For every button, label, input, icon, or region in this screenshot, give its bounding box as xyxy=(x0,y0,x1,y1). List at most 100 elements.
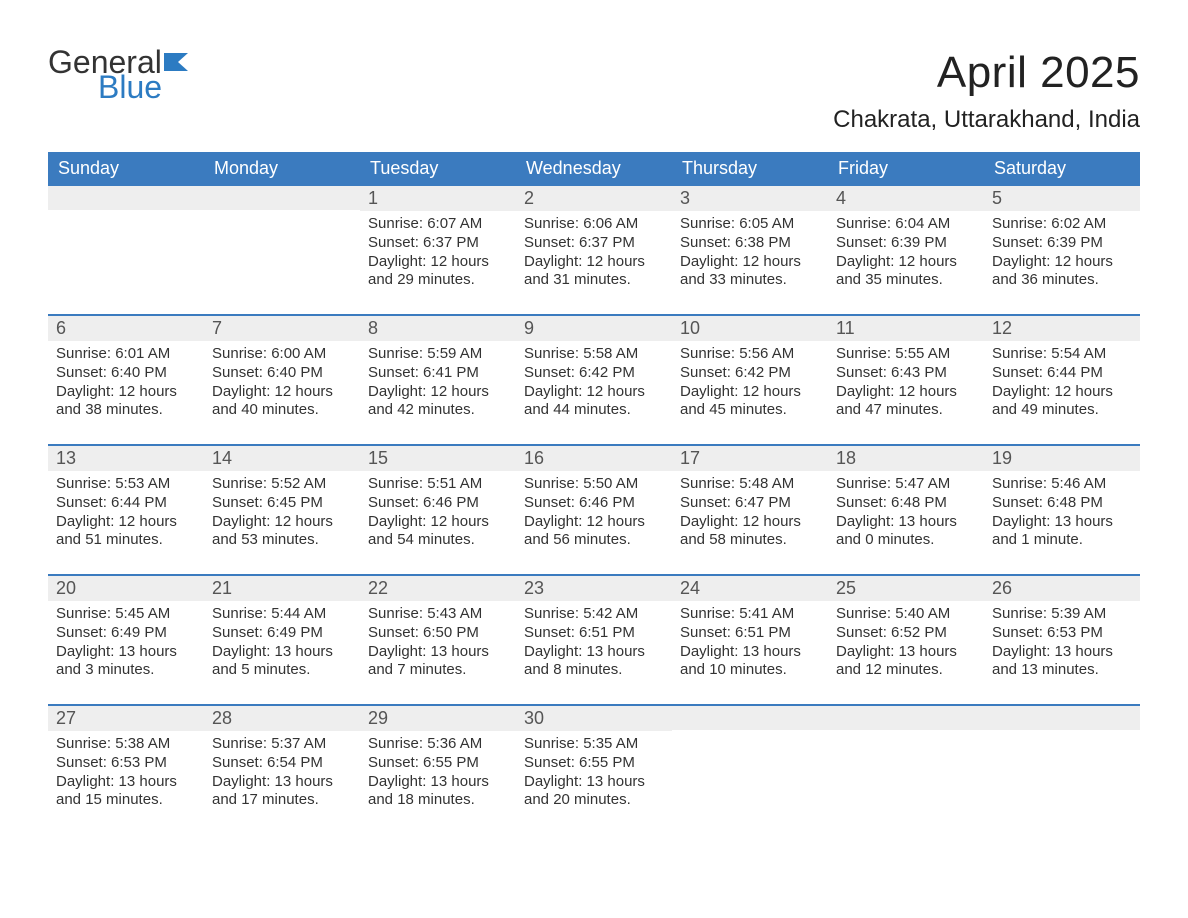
sunset-text: Sunset: 6:42 PM xyxy=(524,364,664,383)
day-details: Sunrise: 6:05 AMSunset: 6:38 PMDaylight:… xyxy=(672,211,828,298)
day-details xyxy=(828,730,984,742)
sunrise-text: Sunrise: 5:47 AM xyxy=(836,475,976,494)
day-number: 16 xyxy=(516,446,672,471)
daylight1-text: Daylight: 12 hours xyxy=(212,383,352,402)
sunset-text: Sunset: 6:43 PM xyxy=(836,364,976,383)
day-number xyxy=(984,706,1140,730)
sunset-text: Sunset: 6:51 PM xyxy=(524,624,664,643)
daylight2-text: and 47 minutes. xyxy=(836,401,976,420)
calendar-cell: 30Sunrise: 5:35 AMSunset: 6:55 PMDayligh… xyxy=(516,706,672,834)
daylight2-text: and 0 minutes. xyxy=(836,531,976,550)
day-details: Sunrise: 5:56 AMSunset: 6:42 PMDaylight:… xyxy=(672,341,828,428)
day-number xyxy=(828,706,984,730)
calendar-cell: 7Sunrise: 6:00 AMSunset: 6:40 PMDaylight… xyxy=(204,316,360,444)
day-details: Sunrise: 5:51 AMSunset: 6:46 PMDaylight:… xyxy=(360,471,516,558)
sunrise-text: Sunrise: 5:50 AM xyxy=(524,475,664,494)
daylight2-text: and 44 minutes. xyxy=(524,401,664,420)
daylight2-text: and 38 minutes. xyxy=(56,401,196,420)
daylight1-text: Daylight: 12 hours xyxy=(992,253,1132,272)
calendar-cell: 26Sunrise: 5:39 AMSunset: 6:53 PMDayligh… xyxy=(984,576,1140,704)
sunset-text: Sunset: 6:37 PM xyxy=(524,234,664,253)
calendar-cell: 24Sunrise: 5:41 AMSunset: 6:51 PMDayligh… xyxy=(672,576,828,704)
day-details: Sunrise: 5:54 AMSunset: 6:44 PMDaylight:… xyxy=(984,341,1140,428)
daylight1-text: Daylight: 13 hours xyxy=(56,643,196,662)
calendar-grid: Sunday Monday Tuesday Wednesday Thursday… xyxy=(48,152,1140,834)
daylight1-text: Daylight: 12 hours xyxy=(56,513,196,532)
day-number: 4 xyxy=(828,186,984,211)
daylight1-text: Daylight: 12 hours xyxy=(680,383,820,402)
logo: General Blue xyxy=(48,48,188,102)
day-details: Sunrise: 5:48 AMSunset: 6:47 PMDaylight:… xyxy=(672,471,828,558)
sunset-text: Sunset: 6:54 PM xyxy=(212,754,352,773)
day-number: 30 xyxy=(516,706,672,731)
sunset-text: Sunset: 6:47 PM xyxy=(680,494,820,513)
daylight2-text: and 56 minutes. xyxy=(524,531,664,550)
daylight1-text: Daylight: 13 hours xyxy=(836,643,976,662)
daylight2-text: and 51 minutes. xyxy=(56,531,196,550)
day-details: Sunrise: 5:44 AMSunset: 6:49 PMDaylight:… xyxy=(204,601,360,688)
sunrise-text: Sunrise: 5:52 AM xyxy=(212,475,352,494)
calendar-cell: 15Sunrise: 5:51 AMSunset: 6:46 PMDayligh… xyxy=(360,446,516,574)
day-details: Sunrise: 5:52 AMSunset: 6:45 PMDaylight:… xyxy=(204,471,360,558)
calendar-week-row: 20Sunrise: 5:45 AMSunset: 6:49 PMDayligh… xyxy=(48,574,1140,704)
day-number: 6 xyxy=(48,316,204,341)
daylight2-text: and 17 minutes. xyxy=(212,791,352,810)
day-details: Sunrise: 6:07 AMSunset: 6:37 PMDaylight:… xyxy=(360,211,516,298)
sunrise-text: Sunrise: 6:01 AM xyxy=(56,345,196,364)
calendar-cell: 20Sunrise: 5:45 AMSunset: 6:49 PMDayligh… xyxy=(48,576,204,704)
day-number: 10 xyxy=(672,316,828,341)
logo-text-blue: Blue xyxy=(98,73,188,102)
daylight2-text: and 35 minutes. xyxy=(836,271,976,290)
sunrise-text: Sunrise: 5:40 AM xyxy=(836,605,976,624)
day-details: Sunrise: 5:46 AMSunset: 6:48 PMDaylight:… xyxy=(984,471,1140,558)
day-details xyxy=(48,210,204,222)
day-details: Sunrise: 5:40 AMSunset: 6:52 PMDaylight:… xyxy=(828,601,984,688)
calendar-cell: 21Sunrise: 5:44 AMSunset: 6:49 PMDayligh… xyxy=(204,576,360,704)
daylight2-text: and 45 minutes. xyxy=(680,401,820,420)
daylight1-text: Daylight: 13 hours xyxy=(212,643,352,662)
sunrise-text: Sunrise: 5:36 AM xyxy=(368,735,508,754)
calendar-cell xyxy=(828,706,984,834)
daylight1-text: Daylight: 13 hours xyxy=(524,643,664,662)
day-details: Sunrise: 5:45 AMSunset: 6:49 PMDaylight:… xyxy=(48,601,204,688)
day-number xyxy=(204,186,360,210)
day-number: 27 xyxy=(48,706,204,731)
daylight1-text: Daylight: 12 hours xyxy=(836,253,976,272)
calendar-cell: 25Sunrise: 5:40 AMSunset: 6:52 PMDayligh… xyxy=(828,576,984,704)
sunset-text: Sunset: 6:55 PM xyxy=(368,754,508,773)
day-number: 5 xyxy=(984,186,1140,211)
calendar-cell xyxy=(984,706,1140,834)
sunset-text: Sunset: 6:44 PM xyxy=(992,364,1132,383)
daylight1-text: Daylight: 13 hours xyxy=(56,773,196,792)
title-block: April 2025 Chakrata, Uttarakhand, India xyxy=(833,48,1140,134)
day-number: 3 xyxy=(672,186,828,211)
weekday-header: Thursday xyxy=(672,152,828,186)
daylight2-text: and 58 minutes. xyxy=(680,531,820,550)
day-details: Sunrise: 5:42 AMSunset: 6:51 PMDaylight:… xyxy=(516,601,672,688)
sunrise-text: Sunrise: 5:42 AM xyxy=(524,605,664,624)
daylight1-text: Daylight: 12 hours xyxy=(680,513,820,532)
day-number: 22 xyxy=(360,576,516,601)
sunset-text: Sunset: 6:48 PM xyxy=(992,494,1132,513)
weekday-header: Monday xyxy=(204,152,360,186)
weekday-header: Saturday xyxy=(984,152,1140,186)
day-number: 12 xyxy=(984,316,1140,341)
day-details xyxy=(204,210,360,222)
day-number: 24 xyxy=(672,576,828,601)
calendar-cell: 22Sunrise: 5:43 AMSunset: 6:50 PMDayligh… xyxy=(360,576,516,704)
day-number: 28 xyxy=(204,706,360,731)
month-title: April 2025 xyxy=(833,48,1140,98)
calendar-cell: 3Sunrise: 6:05 AMSunset: 6:38 PMDaylight… xyxy=(672,186,828,314)
daylight2-text: and 1 minute. xyxy=(992,531,1132,550)
daylight2-text: and 31 minutes. xyxy=(524,271,664,290)
day-details: Sunrise: 5:38 AMSunset: 6:53 PMDaylight:… xyxy=(48,731,204,818)
day-details: Sunrise: 6:02 AMSunset: 6:39 PMDaylight:… xyxy=(984,211,1140,298)
daylight1-text: Daylight: 12 hours xyxy=(368,513,508,532)
sunrise-text: Sunrise: 5:35 AM xyxy=(524,735,664,754)
day-number: 7 xyxy=(204,316,360,341)
sunset-text: Sunset: 6:40 PM xyxy=(212,364,352,383)
calendar-cell: 5Sunrise: 6:02 AMSunset: 6:39 PMDaylight… xyxy=(984,186,1140,314)
calendar-cell: 1Sunrise: 6:07 AMSunset: 6:37 PMDaylight… xyxy=(360,186,516,314)
location-subtitle: Chakrata, Uttarakhand, India xyxy=(833,106,1140,134)
calendar-cell: 8Sunrise: 5:59 AMSunset: 6:41 PMDaylight… xyxy=(360,316,516,444)
